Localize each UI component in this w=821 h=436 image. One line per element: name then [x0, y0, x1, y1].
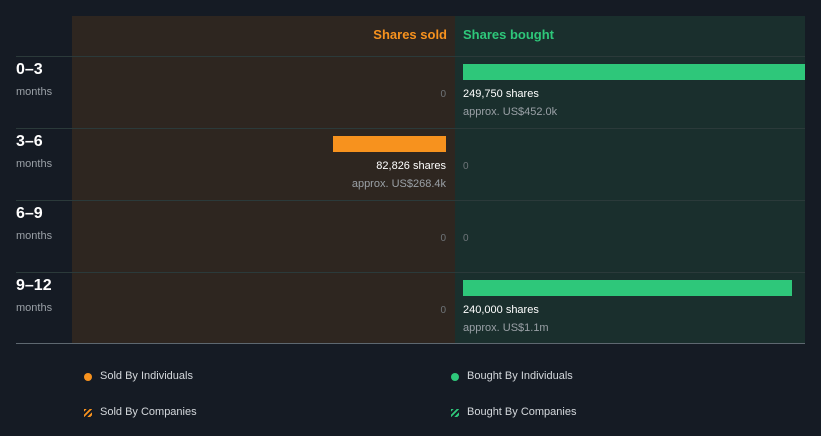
- row-divider: [16, 272, 805, 273]
- row-divider: [16, 200, 805, 201]
- sold-zero-value: 0: [440, 233, 446, 244]
- legend-label: Sold By Individuals: [100, 370, 193, 382]
- bought-zero-value: 0: [463, 161, 469, 172]
- row-divider: [16, 56, 805, 57]
- bought-zero-value: 0: [463, 233, 469, 244]
- legend-label: Bought By Companies: [467, 406, 577, 418]
- period-label: 0–3: [16, 61, 43, 78]
- legend-dot-icon: [451, 373, 459, 381]
- period-unit: months: [16, 86, 53, 98]
- shares-bought-header: Shares bought: [463, 27, 555, 42]
- row-divider: [16, 128, 805, 129]
- sold-panel: [72, 16, 455, 343]
- period-label: 3–6: [16, 133, 43, 150]
- period-label: 6–9: [16, 205, 43, 222]
- chart-baseline: [16, 343, 805, 344]
- bought-approx-value: approx. US$452.0k: [463, 106, 558, 118]
- bought-shares-label: 240,000 shares: [463, 304, 539, 316]
- sold-approx-value: approx. US$268.4k: [351, 178, 446, 190]
- legend-label: Bought By Individuals: [467, 370, 573, 382]
- period-unit: months: [16, 158, 53, 170]
- bought-approx-value: approx. US$1.1m: [463, 322, 549, 334]
- shares-sold-header: Shares sold: [373, 27, 447, 42]
- bought-shares-label: 249,750 shares: [463, 88, 539, 100]
- bought-bar: [463, 280, 792, 296]
- legend-label: Sold By Companies: [100, 406, 197, 418]
- sold-bar: [333, 136, 446, 152]
- legend-hatch-icon: [84, 409, 92, 417]
- sold-shares-label: 82,826 shares: [376, 160, 446, 172]
- legend-hatch-icon: [451, 409, 459, 417]
- sold-zero-value: 0: [440, 305, 446, 316]
- period-unit: months: [16, 302, 53, 314]
- bought-bar: [463, 64, 805, 80]
- period-unit: months: [16, 230, 53, 242]
- period-label: 9–12: [16, 277, 52, 294]
- legend-dot-icon: [84, 373, 92, 381]
- sold-zero-value: 0: [440, 89, 446, 100]
